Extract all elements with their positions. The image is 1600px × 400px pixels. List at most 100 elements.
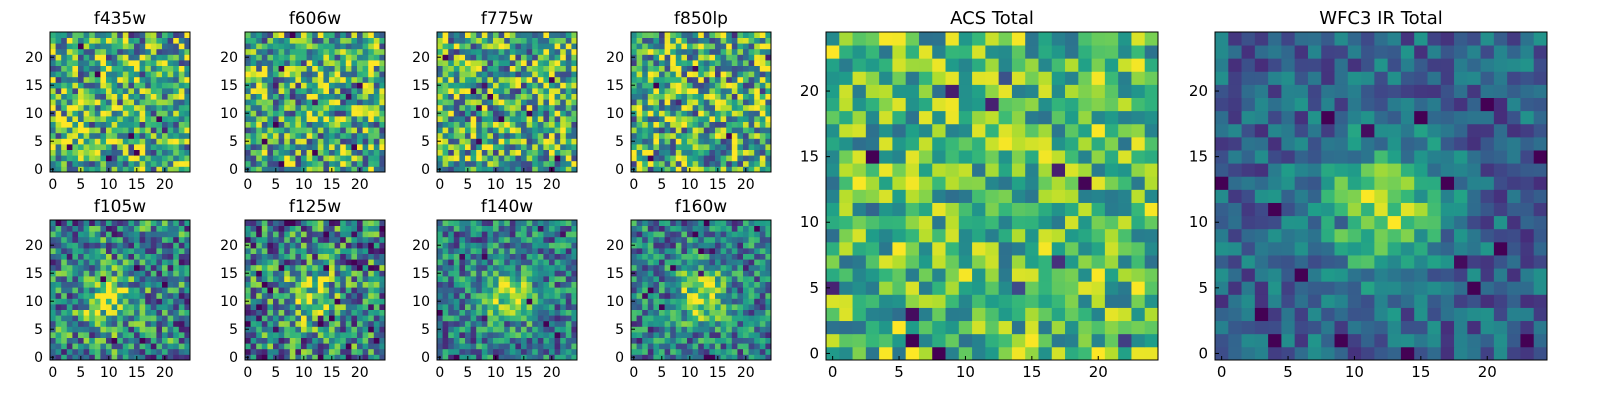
heatmap-cell [759,354,766,361]
heatmap-cell [487,276,494,282]
heatmap-cell [571,315,578,322]
heatmap-cell [754,54,761,61]
heatmap-cell [368,132,375,139]
heatmap-cell [653,54,660,61]
heatmap-cell [72,225,79,232]
heatmap-cell [465,60,471,66]
heatmap-cell [493,144,499,150]
heatmap-cell [145,281,152,288]
heatmap-cell [504,149,511,156]
heatmap-cell [89,32,96,38]
heatmap-cell [748,71,755,78]
heatmap-cell [289,116,296,122]
heatmap-cell [631,144,637,150]
heatmap-cell [173,242,180,249]
heatmap-cell [167,281,174,288]
heatmap-cell [703,155,710,162]
heatmap-cell [670,326,677,333]
heatmap-cell [306,149,313,156]
heatmap-cell [368,65,375,72]
heatmap-cell [278,138,285,145]
heatmap-cell [498,149,505,156]
heatmap-cell [301,32,307,38]
heatmap-cell [317,292,324,299]
heatmap-cell [675,354,682,361]
heatmap-cell [560,149,567,156]
heatmap-cell [295,144,302,150]
heatmap-cell [301,248,307,254]
heatmap-cell [357,104,363,111]
heatmap-cell [493,71,499,78]
heatmap-cell [493,110,499,117]
heatmap-cell [453,292,460,299]
heatmap-cell [83,71,90,78]
heatmap-cell [312,242,319,249]
heatmap-cell [498,315,505,322]
heatmap-cell [162,121,168,128]
heatmap-cell [245,104,251,111]
heatmap-cell [681,326,688,333]
heatmap-cell [631,48,637,55]
heatmap-cell [312,231,319,238]
heatmap-cell [748,43,755,50]
heatmap-cells [437,220,578,361]
heatmap-cell [543,37,550,44]
heatmap-cell [754,270,761,277]
heatmap-cell [362,110,369,117]
x-tick-label: 0 [243,177,252,193]
heatmap-cell [334,121,341,128]
heatmap-cell [245,127,251,134]
heatmap-cell [111,337,118,344]
heatmap-cell [493,116,499,122]
heatmap-cell [560,220,567,226]
heatmap-cell [145,348,152,355]
heatmap-cell [748,65,755,72]
heatmap-cell [61,264,68,271]
heatmap-cell [703,82,710,89]
heatmap-cell [692,60,699,66]
heatmap-cell [66,37,73,44]
heatmap-cell [329,32,335,38]
heatmap-cell [731,155,738,162]
heatmap-cell [636,348,643,355]
heatmap-cell [737,48,744,55]
heatmap-cell [476,32,483,38]
heatmap-cell [362,281,369,288]
heatmap-cell [442,315,449,322]
heatmap-cell [560,37,567,44]
heatmap-cell [334,144,341,150]
heatmap-cell [642,138,649,145]
heatmap-cell [178,276,185,282]
heatmap-cell [267,248,274,254]
heatmap-cell [100,110,107,117]
heatmap-cell [636,43,643,50]
heatmap-cell [493,88,499,94]
heatmap-cell [94,281,101,288]
heatmap-cell [498,309,505,316]
heatmap-cell [78,242,84,249]
heatmap-cell [459,320,466,327]
heatmap-cell [692,37,699,44]
heatmap-cell [284,121,291,128]
heatmap-cell [273,160,279,167]
heatmap-cell [731,326,738,333]
heatmap-cell [565,48,572,55]
heatmap-cell [448,354,455,361]
heatmap-cell [653,76,660,83]
heatmap-cell [312,332,319,338]
heatmap-cell [521,309,527,316]
heatmap-cell [442,332,449,338]
heatmap-cell [459,132,466,139]
heatmap-cell [636,127,643,134]
heatmap-cell [631,71,637,78]
heatmap-cell [312,354,319,361]
heatmap-cell [267,281,274,288]
heatmap-cell [659,270,665,277]
heatmap-cell [748,354,755,361]
heatmap-cell [493,149,499,156]
heatmap-cell [284,348,291,355]
heatmap-cell [670,37,677,44]
heatmap-cell [150,138,157,145]
heatmap-cell [659,309,665,316]
heatmap-cell [459,127,466,134]
